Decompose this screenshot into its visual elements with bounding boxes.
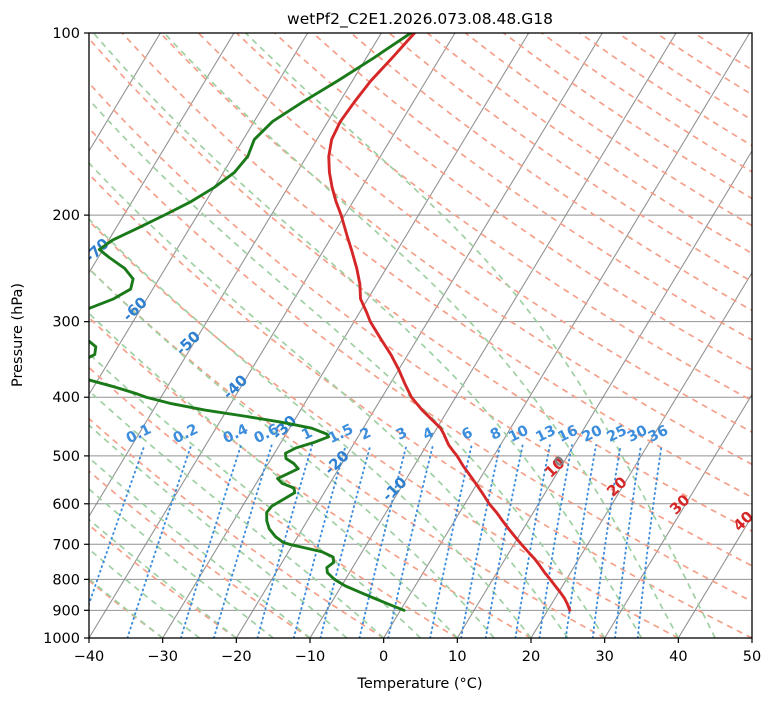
mixing-ratio-label: 10: [506, 423, 531, 446]
chart-title: wetPf2_C2E1.2026.073.08.48.G18: [287, 10, 553, 29]
mixing-ratio-label: 16: [556, 423, 581, 446]
x-tick-label: −20: [221, 649, 252, 665]
temperature-profile: [327, 33, 572, 612]
dewpoint-profile: [89, 33, 413, 612]
x-tick-label: −40: [74, 649, 105, 665]
mixing-ratio-label: 20: [580, 423, 605, 446]
x-tick-label: 10: [448, 649, 466, 665]
y-tick-label: 600: [52, 497, 80, 513]
y-tick-label: 100: [52, 26, 80, 42]
mixing-ratio-label: 25: [604, 423, 629, 446]
x-tick-label: −30: [147, 649, 178, 665]
mixing-ratio-label: 30: [625, 423, 650, 446]
grid-lines: [89, 33, 752, 638]
y-tick-label: 800: [52, 572, 80, 588]
x-tick-label: 0: [379, 649, 388, 665]
y-tick-label: 500: [52, 449, 80, 465]
y-tick-label: 900: [52, 603, 80, 619]
x-tick-label: 30: [595, 649, 613, 665]
plot-frame: [88, 32, 753, 639]
x-tick-label: 50: [743, 649, 761, 665]
y-tick-label: 200: [52, 208, 80, 224]
x-axis: −40 −30 −20 −10 0 10 20 30 40 50: [74, 638, 761, 665]
y-tick-label: 300: [52, 315, 80, 331]
y-tick-label: 700: [52, 537, 80, 553]
x-tick-label: 20: [522, 649, 540, 665]
mixing-ratio-label: 13: [533, 423, 558, 446]
x-axis-label: Temperature (°C): [356, 676, 482, 692]
y-tick-label: 1000: [43, 631, 80, 647]
x-tick-label: 40: [669, 649, 687, 665]
x-tick-label: −10: [295, 649, 326, 665]
y-axis-label: Pressure (hPa): [10, 283, 26, 387]
sounding-profiles: [89, 33, 572, 612]
plot-area-background: [89, 33, 752, 638]
y-axis: 100 200 300 400 500 600 700 800 900 1000: [43, 26, 89, 647]
y-tick-label: 400: [52, 390, 80, 406]
mixing-ratio-label: 36: [646, 423, 671, 446]
